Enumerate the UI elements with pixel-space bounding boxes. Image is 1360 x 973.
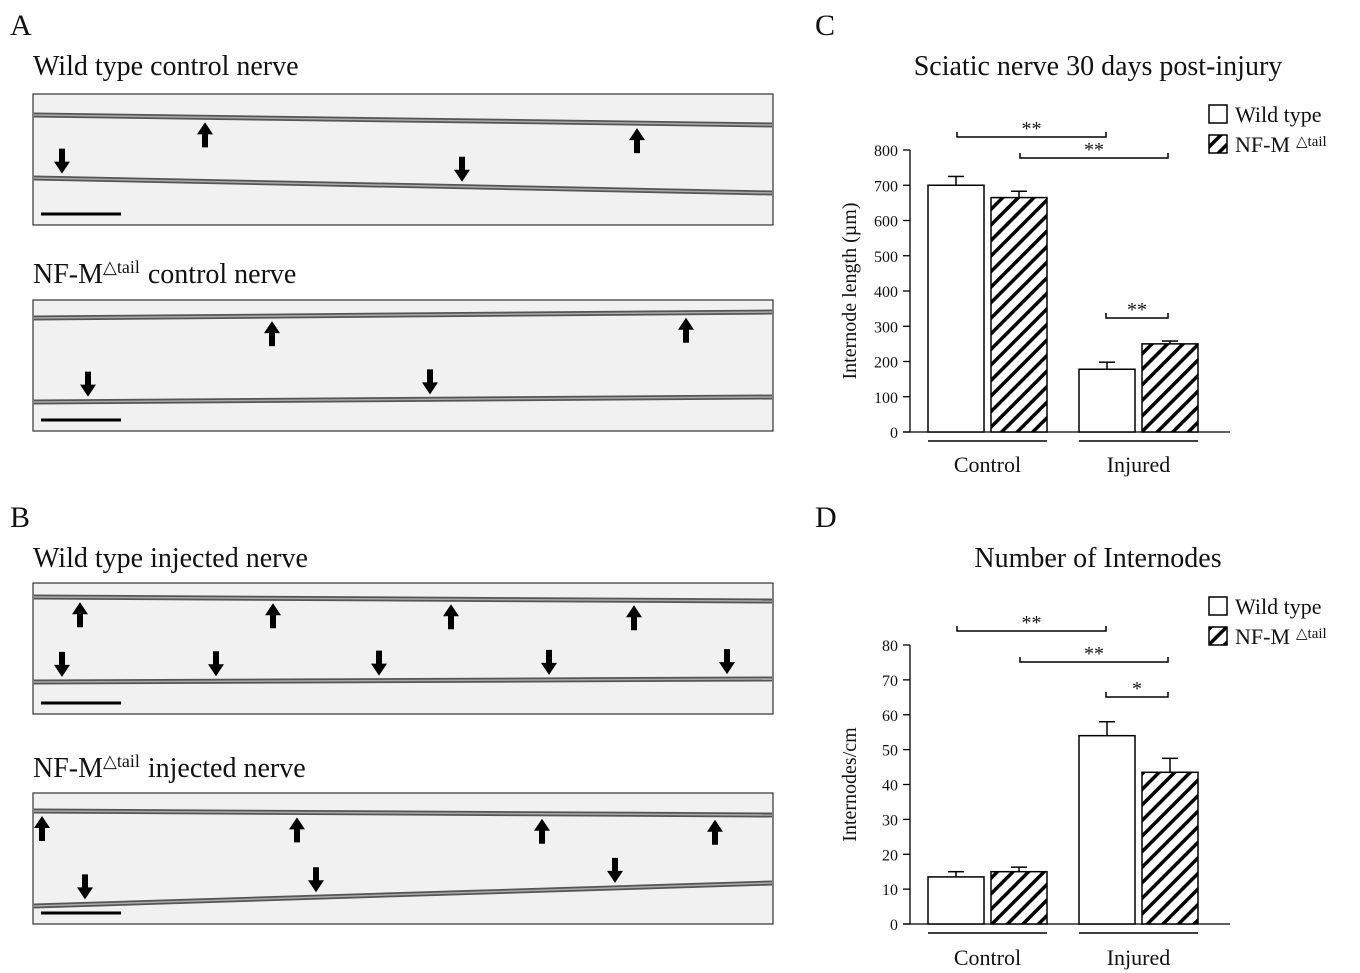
bar	[1079, 736, 1135, 924]
y-axis-label: Internodes/cm	[839, 727, 861, 842]
y-tick-label: 60	[882, 708, 898, 725]
legend-superscript: △tail	[1296, 134, 1327, 150]
caption-text: control nerve	[148, 259, 297, 290]
legend-swatch	[1209, 135, 1227, 153]
legend-swatch	[1209, 627, 1227, 645]
image-caption: Wild type control nerve	[33, 51, 299, 82]
legend-entry: Wild type	[1235, 102, 1322, 127]
y-tick-label: 10	[882, 882, 898, 899]
legend-swatch	[1209, 105, 1227, 123]
y-tick-label: 700	[874, 178, 898, 195]
y-tick-label: 0	[890, 917, 898, 934]
significance-label: **	[1127, 299, 1147, 321]
micrograph	[33, 300, 773, 431]
legend-entry: NF-M △tail	[1235, 624, 1327, 649]
caption-text: NF-M	[33, 753, 103, 784]
bar	[991, 198, 1047, 432]
chart-title: Sciatic nerve 30 days post-injury	[914, 51, 1283, 82]
x-tick-label: Control	[954, 945, 1021, 970]
y-tick-label: 70	[882, 673, 898, 690]
legend-text: Wild type	[1235, 102, 1322, 127]
bar	[1142, 344, 1198, 432]
panel-label: A	[10, 9, 32, 42]
legend-text: Wild type	[1235, 594, 1322, 619]
y-tick-label: 800	[874, 143, 898, 160]
chart-title: Number of Internodes	[974, 543, 1221, 574]
y-tick-label: 400	[874, 284, 898, 301]
caption-superscript: △tail	[103, 751, 140, 771]
caption-text: Wild type control nerve	[33, 51, 299, 82]
caption-text: Wild type injected nerve	[33, 543, 308, 574]
x-tick-label: Injured	[1107, 452, 1171, 477]
significance-label: **	[1022, 612, 1042, 634]
bar	[991, 872, 1047, 924]
legend-swatch	[1209, 597, 1227, 615]
y-tick-label: 600	[874, 214, 898, 231]
significance-label: **	[1022, 118, 1042, 140]
figure: AWild type control nerveNF-M△tailcontrol…	[0, 0, 1360, 973]
legend-entry: Wild type	[1235, 594, 1322, 619]
y-tick-label: 50	[882, 743, 898, 760]
y-axis-label: Internode length (µm)	[839, 202, 861, 379]
legend-superscript: △tail	[1296, 626, 1327, 642]
y-tick-label: 0	[890, 425, 898, 442]
bar	[1079, 369, 1135, 432]
legend-text: NF-M	[1235, 624, 1290, 649]
y-tick-label: 30	[882, 812, 898, 829]
caption-text: NF-M	[33, 259, 103, 290]
significance-label: **	[1084, 643, 1104, 665]
y-tick-label: 300	[874, 319, 898, 336]
bar	[1142, 772, 1198, 924]
caption-text: injected nerve	[148, 753, 306, 784]
y-tick-label: 80	[882, 638, 898, 655]
micrograph	[33, 94, 773, 225]
significance-label: **	[1084, 139, 1104, 161]
bar	[928, 877, 984, 924]
y-tick-label: 200	[874, 355, 898, 372]
y-tick-label: 100	[874, 390, 898, 407]
caption-superscript: △tail	[103, 257, 140, 277]
x-tick-label: Injured	[1107, 945, 1171, 970]
bar	[928, 185, 984, 432]
legend-text: NF-M	[1235, 132, 1290, 157]
panel-label: B	[10, 501, 30, 534]
image-caption: Wild type injected nerve	[33, 543, 308, 574]
y-tick-label: 500	[874, 249, 898, 266]
y-tick-label: 40	[882, 778, 898, 795]
y-tick-label: 20	[882, 847, 898, 864]
image-caption: NF-M△tail injected nerve	[33, 751, 306, 784]
x-tick-label: Control	[954, 452, 1021, 477]
panel-label: D	[815, 501, 837, 534]
panel-label: C	[815, 9, 835, 42]
significance-label: *	[1132, 678, 1142, 700]
legend-entry: NF-M △tail	[1235, 132, 1327, 157]
image-caption: NF-M△tail control nerve	[33, 257, 296, 290]
